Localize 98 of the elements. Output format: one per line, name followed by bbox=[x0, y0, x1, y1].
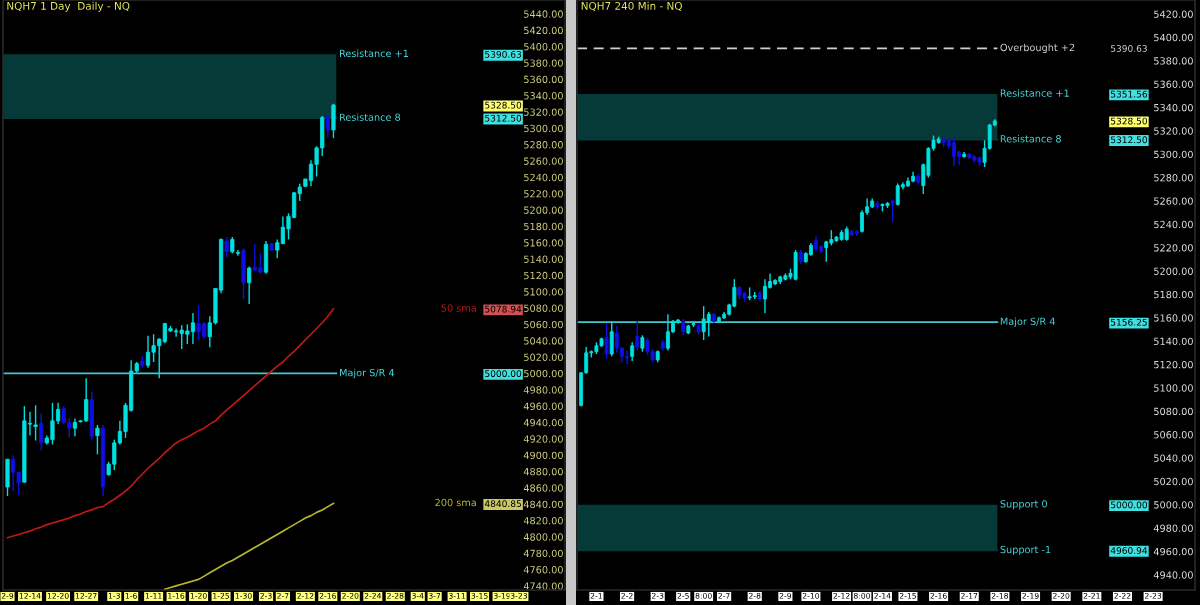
y-tick-label: 4920.00 bbox=[523, 435, 563, 443]
y-tick-label: 5220.00 bbox=[1154, 244, 1193, 252]
y-tick-label: 4840.00 bbox=[523, 500, 563, 509]
y-tick-label: 5220.00 bbox=[524, 190, 563, 198]
y-tick-label: 5400.00 bbox=[524, 43, 563, 51]
text: 200 sma bbox=[435, 498, 476, 507]
y-tick-label: 5200.00 bbox=[1154, 267, 1193, 275]
y-tick-label: 5120.00 bbox=[524, 271, 563, 280]
y-tick-label: 5340.00 bbox=[1154, 103, 1193, 112]
y-tick-label: 5240.00 bbox=[524, 173, 563, 182]
y-tick-label: 5300.00 bbox=[524, 124, 563, 133]
y-tick-label: 5360.00 bbox=[1154, 80, 1193, 88]
y-tick-label: 5440.00 bbox=[524, 10, 563, 18]
band-label: Support 0 bbox=[1000, 500, 1047, 510]
y-tick-label: 5140.00 bbox=[524, 255, 563, 263]
y2-tick-label: 5351.56 bbox=[1110, 90, 1148, 98]
y-tick-label: 4880.00 bbox=[523, 467, 563, 476]
ref-line-label: Support -1 bbox=[1000, 545, 1051, 556]
chart-title: NQH7 240 Min - NQ bbox=[581, 1, 682, 12]
y-tick-label: 5100.00 bbox=[524, 288, 563, 296]
y2-tick-label: 5328.50 bbox=[1110, 117, 1148, 125]
y-tick-label: 5400.00 bbox=[1154, 33, 1193, 42]
candlestick bbox=[95, 424, 100, 456]
candlestick bbox=[609, 320, 614, 358]
y-tick-label: 5240.00 bbox=[1154, 220, 1193, 229]
y-tick-label: 4820.00 bbox=[523, 517, 563, 525]
y-tick-label: 5060.00 bbox=[1154, 431, 1193, 439]
y-tick-label: 5280.00 bbox=[1154, 174, 1193, 182]
candlestick bbox=[325, 114, 330, 138]
y-tick-label: 5060.00 bbox=[524, 320, 563, 329]
ref-line-label: Resistance 8 bbox=[1000, 134, 1061, 143]
y-tick-label: 5180.00 bbox=[524, 222, 563, 231]
y-tick-label: 4760.00 bbox=[523, 566, 563, 574]
y-tick-label: 5020.00 bbox=[1154, 477, 1193, 486]
text: 50 sma bbox=[441, 304, 476, 312]
ref-line-label: Major S/R 4 bbox=[340, 368, 395, 379]
y-tick-label: 5100.00 bbox=[1154, 384, 1193, 392]
y-tick-label: 4800.00 bbox=[523, 533, 563, 541]
y-tick-label: 5320.00 bbox=[1154, 127, 1193, 135]
y-tick-label: 5380.00 bbox=[1154, 57, 1193, 65]
y-tick-label: 5260.00 bbox=[1154, 197, 1193, 205]
y-tick-label: 4780.00 bbox=[523, 549, 563, 558]
candlestick bbox=[247, 265, 252, 305]
y2-tick-label: 5312.50 bbox=[485, 114, 522, 122]
candlestick bbox=[235, 249, 241, 257]
y-tick-label: 5160.00 bbox=[1154, 314, 1193, 322]
y-tick-label: 5280.00 bbox=[524, 141, 563, 149]
y-tick-label: 5040.00 bbox=[1154, 454, 1193, 462]
y2-tick-label: 5390.63 bbox=[1110, 45, 1147, 52]
band-label: Resistance +1 bbox=[340, 49, 408, 58]
y-tick-label: 5420.00 bbox=[1154, 10, 1193, 18]
candlestick bbox=[604, 322, 609, 360]
y-tick-label: 4960.00 bbox=[523, 402, 563, 410]
chart-title: NQH7 1 Day Daily - NQ bbox=[7, 1, 130, 12]
candlestick bbox=[635, 320, 640, 352]
y-tick-label: 5320.00 bbox=[524, 108, 563, 116]
y-tick-label: 5340.00 bbox=[524, 92, 563, 100]
y-tick-label: 5160.00 bbox=[524, 239, 563, 247]
y2-tick-label: 5156.25 bbox=[1110, 318, 1147, 326]
band-label: Resistance +1 bbox=[1000, 89, 1069, 97]
ref-line-label: Major S/R 4 bbox=[1000, 317, 1055, 327]
y-tick-label: 5040.00 bbox=[524, 337, 563, 345]
line-series bbox=[6, 308, 335, 539]
candlestick bbox=[224, 236, 229, 259]
y-tick-label: 5020.00 bbox=[524, 353, 563, 361]
y-tick-label: 4980.00 bbox=[523, 386, 563, 394]
y-tick-label: 4960.00 bbox=[1153, 547, 1193, 556]
y-tick-label: 5080.00 bbox=[1154, 407, 1193, 416]
ref-line-label: Overbought +2 bbox=[1000, 43, 1075, 54]
y2-tick-label: 5328.50 bbox=[485, 101, 522, 109]
y-tick-label: 5360.00 bbox=[524, 75, 563, 84]
y2-tick-label: 5078.94 bbox=[485, 305, 522, 313]
y-tick-label: 4860.00 bbox=[523, 484, 563, 492]
y-tick-label: 5000.00 bbox=[524, 369, 563, 378]
y-tick-label: 5200.00 bbox=[524, 206, 563, 214]
ref-line-label: Resistance 8 bbox=[340, 113, 401, 121]
y-tick-label: 5120.00 bbox=[1154, 360, 1193, 369]
y-tick-label: 4940.00 bbox=[523, 418, 563, 427]
y-tick-label: 5300.00 bbox=[1154, 150, 1193, 159]
y-tick-label: 4980.00 bbox=[1153, 524, 1193, 532]
y-tick-label: 4740.00 bbox=[523, 582, 563, 590]
y-tick-label: 4900.00 bbox=[523, 451, 563, 459]
candlestick bbox=[630, 341, 635, 362]
y2-tick-label: 5000.00 bbox=[1110, 501, 1148, 509]
y-tick-label: 5080.00 bbox=[524, 304, 563, 312]
y2-tick-label: 5000.00 bbox=[485, 370, 522, 378]
y-tick-label: 4940.00 bbox=[1153, 571, 1193, 579]
candlestick bbox=[39, 412, 44, 451]
y-tick-label: 5260.00 bbox=[524, 157, 563, 165]
y-tick-label: 5140.00 bbox=[1154, 337, 1193, 345]
y2-tick-label: 4960.94 bbox=[1110, 547, 1148, 554]
y2-tick-label: 5390.63 bbox=[485, 50, 522, 58]
y-tick-label: 5420.00 bbox=[524, 26, 563, 35]
y-tick-label: 5180.00 bbox=[1154, 290, 1193, 299]
y2-tick-label: 4840.85 bbox=[484, 500, 521, 508]
y2-tick-label: 5312.50 bbox=[1110, 136, 1148, 144]
y-tick-label: 5000.00 bbox=[1154, 501, 1193, 509]
y-tick-label: 5380.00 bbox=[524, 59, 563, 67]
